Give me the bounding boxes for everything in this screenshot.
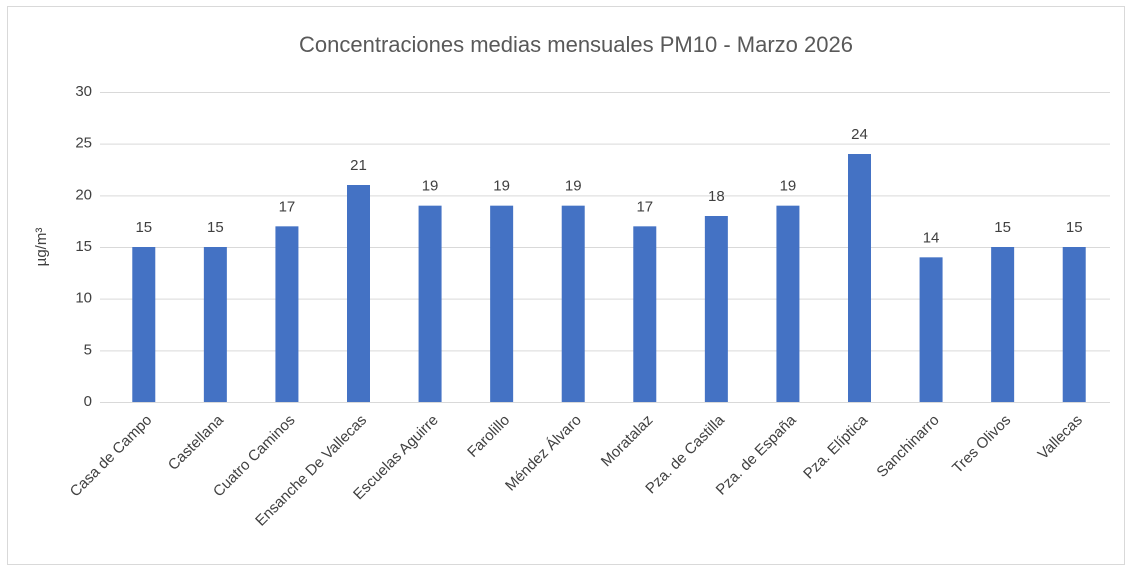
data-label: 18 — [708, 188, 725, 205]
data-label: 15 — [135, 219, 152, 236]
bar — [347, 185, 370, 402]
bar — [704, 216, 728, 402]
chart-title: Concentraciones medias mensuales PM10 - … — [299, 32, 853, 57]
data-label: 17 — [636, 198, 653, 215]
bar — [848, 154, 871, 402]
data-label: 21 — [350, 157, 367, 174]
y-tick-label: 15 — [75, 238, 92, 255]
data-label: 19 — [780, 178, 797, 195]
bar — [490, 205, 514, 402]
bar — [203, 247, 227, 402]
bar — [561, 205, 585, 402]
data-label: 19 — [565, 178, 582, 195]
y-tick-label: 10 — [75, 290, 92, 307]
bar — [132, 247, 156, 402]
y-tick-label: 30 — [75, 83, 92, 100]
data-label: 15 — [1066, 219, 1083, 236]
y-axis-label: µg/m³ — [33, 228, 50, 267]
bar — [1062, 247, 1086, 402]
data-label: 24 — [851, 126, 868, 143]
data-label: 19 — [493, 178, 510, 195]
bar — [919, 257, 943, 402]
data-label: 15 — [207, 219, 224, 236]
bar — [418, 205, 442, 402]
bar — [275, 226, 299, 402]
bar — [633, 226, 657, 402]
y-tick-label: 0 — [84, 393, 92, 410]
data-label: 17 — [279, 198, 296, 215]
bar — [991, 247, 1015, 402]
y-tick-label: 25 — [75, 135, 92, 152]
y-tick-label: 20 — [75, 186, 92, 203]
bar — [776, 205, 800, 402]
data-label: 14 — [923, 229, 940, 246]
y-tick-label: 5 — [84, 341, 92, 358]
data-label: 15 — [994, 219, 1011, 236]
data-label: 19 — [422, 178, 439, 195]
